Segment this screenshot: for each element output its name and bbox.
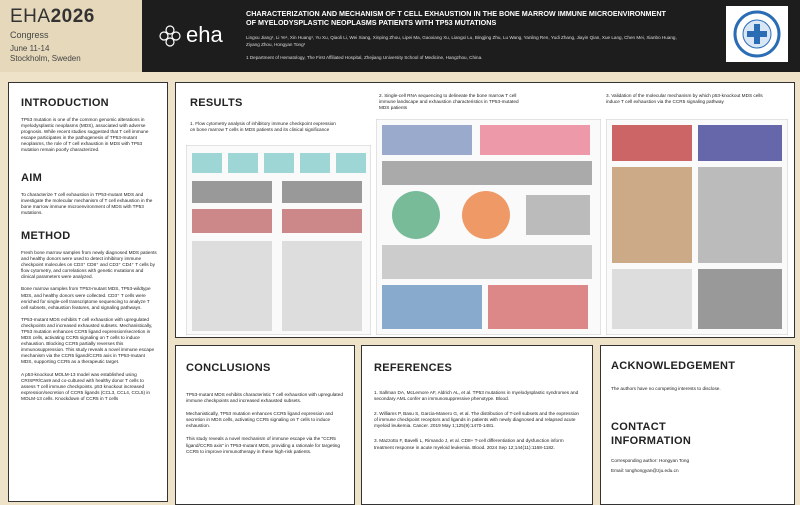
congress-year: 2026 bbox=[50, 6, 95, 27]
header-left: EHA2026 Congress June 11-14 Stockholm, S… bbox=[0, 0, 142, 72]
header-bar bbox=[142, 0, 800, 72]
results-panel: RESULTS 1. Flow cytometry analysis of in… bbox=[175, 82, 795, 338]
method-text: TP53-mutant MDS exhibits T cell exhausti… bbox=[21, 316, 155, 365]
section-heading: RESULTS bbox=[190, 97, 243, 109]
section-heading: INTRODUCTION bbox=[21, 97, 109, 109]
contact-author: Corresponding author: Hongyan Tong bbox=[611, 458, 690, 464]
aim-text: To characterize T cell exhaustion in TP5… bbox=[21, 191, 153, 215]
method-text: Bone marrow samples from TP53-mutant MDS… bbox=[21, 286, 151, 310]
section-heading: CONTACT INFORMATION bbox=[611, 421, 692, 448]
left-column: INTRODUCTION TP53 mutation is one of the… bbox=[8, 82, 168, 502]
poster-title: CHARACTERIZATION AND MECHANISM OF T CELL… bbox=[246, 9, 666, 27]
section-heading: CONCLUSIONS bbox=[186, 362, 271, 374]
conclusion-text: Mechanistically, TP53 mutation enhances … bbox=[186, 411, 334, 429]
references-panel: REFERENCES 1. Sallman DA, McLemore AF, A… bbox=[361, 345, 593, 505]
eha-flower-icon bbox=[159, 25, 181, 47]
congress-dates: June 11-14 bbox=[10, 44, 50, 53]
congress-label: Congress bbox=[10, 30, 49, 40]
reference-item: 2. Williams P, Basu S, Garcia-Manero G, … bbox=[374, 411, 580, 429]
congress-location: Stockholm, Sweden bbox=[10, 54, 81, 63]
acknowledgement-text: The authors have no competing interests … bbox=[611, 386, 721, 391]
acknowledgement-panel: ACKNOWLEDGEMENT The authors have no comp… bbox=[600, 345, 795, 505]
conclusions-panel: CONCLUSIONS TP53-mutant MDS exhibits cha… bbox=[175, 345, 355, 505]
figure-caption: 1. Flow cytometry analysis of inhibitory… bbox=[190, 121, 336, 132]
section-heading: ACKNOWLEDGEMENT bbox=[611, 360, 736, 372]
affiliation: 1 Department of Hematology, The First Af… bbox=[246, 55, 483, 60]
section-heading: REFERENCES bbox=[374, 362, 453, 374]
hospital-logo bbox=[733, 10, 781, 58]
section-heading: AIM bbox=[21, 171, 43, 184]
figure-3 bbox=[606, 119, 788, 335]
intro-text: TP53 mutation is one of the common genom… bbox=[21, 117, 149, 153]
eha-logo-text: eha bbox=[186, 22, 223, 47]
contact-email: Email: tonghongyan@zju.edu.cn bbox=[611, 468, 679, 474]
reference-item: 1. Sallman DA, McLemore AF, Aldrich AL, … bbox=[374, 390, 579, 402]
figure-caption: 2. Single-cell RNA sequencing to delinea… bbox=[379, 93, 519, 110]
conclusion-text: TP53-mutant MDS exhibits characteristic … bbox=[186, 392, 343, 404]
method-text: A p53-knockout MOLM-13 model was establi… bbox=[21, 371, 150, 401]
conclusion-text: This study reveals a novel mechanism of … bbox=[186, 436, 340, 454]
congress-logo: EHA2026 bbox=[10, 6, 95, 28]
figure-1 bbox=[186, 145, 371, 335]
method-text: Fresh bone marrow samples from newly dia… bbox=[21, 249, 157, 280]
figure-2 bbox=[376, 119, 601, 335]
reference-item: 3. Mazzotto F, Bavelli L, Rimando J, et … bbox=[374, 438, 564, 450]
authors: Lingxu Jiang¹, Li Ye¹, Xin Huang¹, Yu Xu… bbox=[246, 35, 677, 47]
congress-name: EHA bbox=[10, 6, 51, 27]
figure-caption: 3. Validation of the molecular mechanism… bbox=[606, 93, 763, 104]
section-heading: METHOD bbox=[21, 229, 71, 242]
hospital-logo-box bbox=[726, 6, 788, 62]
